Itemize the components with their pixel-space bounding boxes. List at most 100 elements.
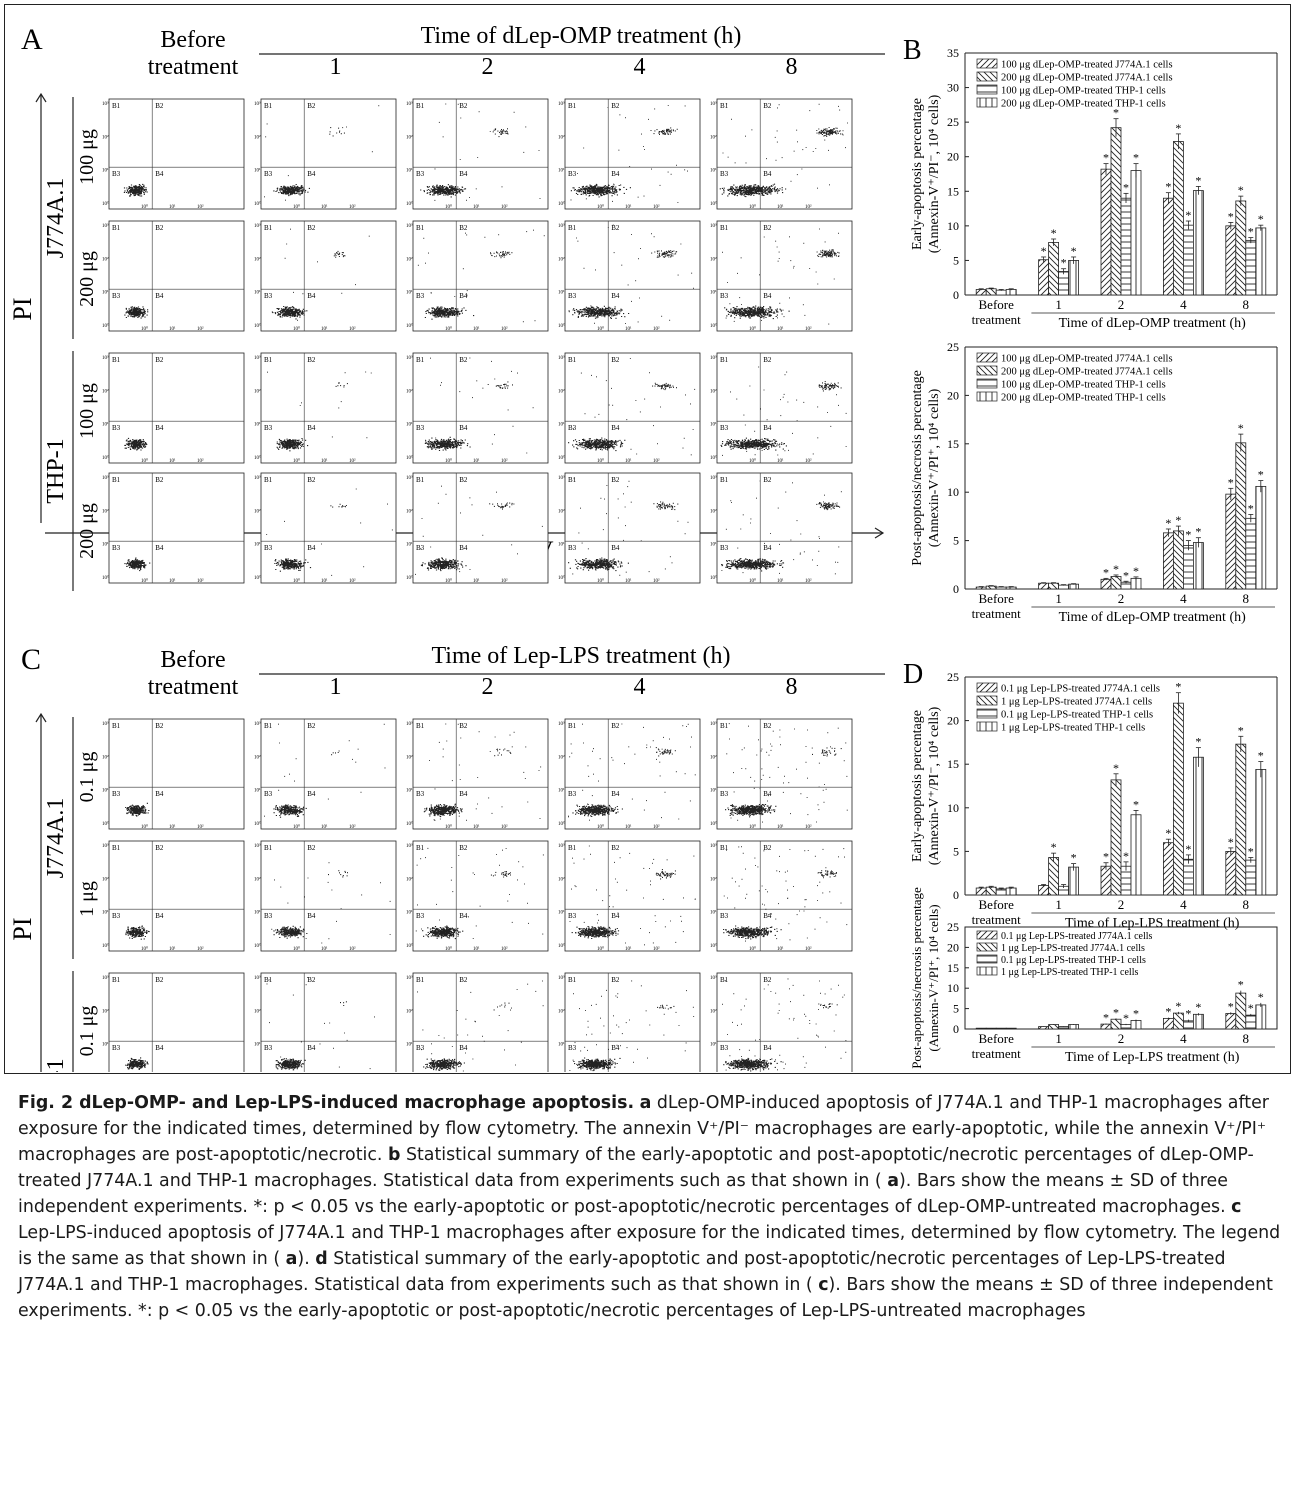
significance-star: * — [1133, 151, 1139, 165]
tick-label: 10⁰ — [597, 946, 604, 952]
quadrant-label: B2 — [307, 356, 316, 364]
tick-label: 10¹ — [169, 204, 176, 210]
tick-label: 10⁰ — [254, 943, 261, 949]
bar — [1005, 887, 1017, 896]
y-axis-label: Early-apoptosis percentage — [910, 98, 925, 250]
bar — [1100, 578, 1112, 590]
bar — [1193, 542, 1204, 590]
tick-label: 10⁰ — [710, 821, 717, 827]
tick-label: 10¹ — [406, 422, 413, 428]
tick-label: 10² — [653, 946, 660, 952]
quadrant-label: B3 — [112, 790, 121, 798]
tick-label: 10² — [406, 876, 413, 882]
bar — [1130, 577, 1142, 590]
scatter-frame — [108, 840, 245, 952]
tick-label: 10⁰ — [710, 323, 717, 329]
tick-label: 10¹ — [102, 1042, 109, 1048]
tick-label: 10⁰ — [749, 458, 756, 464]
quadrant-label: B1 — [112, 476, 121, 484]
bar — [1255, 227, 1267, 296]
tick-label: 10² — [501, 578, 508, 584]
category-label: 1 — [1055, 297, 1062, 312]
quadrant-label: B3 — [416, 170, 425, 178]
category-label: Before — [979, 1031, 1015, 1046]
dose-label: 1 μg — [76, 881, 98, 917]
significance-star: * — [1123, 1011, 1129, 1025]
tick-label: 10² — [558, 508, 565, 514]
flow-scatter-plot: B1 B2 B3 B4 10⁰ 10¹ 10² 10³ 10² 10¹ 10⁰ — [254, 98, 397, 210]
tick-label: 10² — [501, 824, 508, 830]
quadrant-label: B3 — [112, 424, 121, 432]
bar — [1048, 857, 1059, 896]
tick-label: 10³ — [558, 223, 565, 229]
significance-star: * — [1113, 761, 1119, 775]
quadrant-label: B3 — [416, 790, 425, 798]
scatter-frame — [260, 220, 397, 332]
flow-scatter-plot: B1 B2 B3 B4 10⁰ 10¹ 10² 10³ 10² 10¹ 10⁰ — [102, 352, 245, 464]
pi-axis-arrow — [35, 92, 47, 103]
y-tick-label: 25 — [947, 115, 959, 129]
tick-label: 10³ — [710, 975, 717, 981]
tick-label: 10² — [805, 946, 812, 952]
bar — [1255, 1004, 1267, 1030]
y-tick-label: 25 — [947, 340, 959, 354]
bar — [1120, 1024, 1132, 1030]
quadrant-label: B1 — [568, 102, 577, 110]
quadrant-label: B4 — [459, 424, 468, 432]
y-axis-label: Post-apoptosis/necrosis percentage — [910, 370, 925, 566]
before-label: Before — [160, 27, 225, 53]
legend-entry: 0.1 μg Lep-LPS-treated J774A.1 cells — [1001, 684, 1160, 695]
bar — [1173, 530, 1184, 590]
flow-scatter-plot: B1 B2 B3 B4 10⁰ 10¹ 10² 10³ 10² 10¹ 10⁰ — [406, 718, 549, 830]
panel-letter: B — [903, 35, 922, 66]
legend-swatch — [976, 97, 998, 108]
category-label: 8 — [1243, 297, 1250, 312]
flow-scatter-plot: B1 B2 B3 B4 10⁰ 10¹ 10² 10³ 10² 10¹ 10⁰ — [254, 220, 397, 332]
bar-chart: B 0 5 10 15 20 25 30 35 Early-apoptosis percentag… — [903, 35, 1278, 331]
quadrant-label: B4 — [155, 1044, 164, 1052]
tick-label: 10² — [254, 1008, 261, 1014]
tick-label: 10⁰ — [293, 204, 300, 210]
tick-label: 10³ — [102, 721, 109, 727]
tick-label: 10² — [805, 578, 812, 584]
quadrant-label: B1 — [568, 476, 577, 484]
scatter-dots — [125, 1057, 149, 1071]
bar-chart: D 0 5 10 15 20 25 Early-apoptosis percentage (An… — [903, 659, 1278, 931]
quadrant-label: B1 — [264, 476, 273, 484]
significance-star: * — [1123, 849, 1129, 863]
before-label: Before — [160, 647, 225, 673]
tick-label: 10³ — [102, 355, 109, 361]
bar — [1130, 1020, 1142, 1030]
dose-label: 100 μg — [76, 129, 98, 185]
tick-label: 10¹ — [710, 910, 717, 916]
legend-swatch — [976, 378, 998, 389]
tick-label: 10² — [254, 508, 261, 514]
flow-scatter-plot: B1 B2 B3 B4 10⁰ 10¹ 10² 10³ 10² 10¹ 10⁰ — [102, 220, 245, 332]
legend-entry: 200 μg dLep-OMP-treated THP-1 cells — [1001, 99, 1166, 110]
quadrant-label: B1 — [112, 976, 121, 984]
quadrant-label: B3 — [112, 292, 121, 300]
significance-star: * — [1228, 475, 1234, 489]
tick-label: 10³ — [406, 721, 413, 727]
quadrant-label: B1 — [416, 976, 425, 984]
tick-label: 10⁰ — [406, 323, 413, 329]
y-tick-label: 5 — [953, 534, 959, 548]
tick-label: 10¹ — [254, 168, 261, 174]
time-column-label: 1 — [330, 674, 342, 700]
quadrant-label: B2 — [155, 224, 164, 232]
scatter-dots — [264, 105, 380, 201]
annexin-axis-arrow — [874, 527, 885, 539]
tick-label: 10⁰ — [406, 455, 413, 461]
scatter-dots — [266, 976, 375, 1071]
cell-line-label: J774A.1 — [43, 178, 69, 259]
tick-label: 10² — [406, 508, 413, 514]
scatter-dots — [417, 980, 544, 1078]
bar — [1038, 582, 1049, 590]
y-tick-label: 15 — [947, 961, 959, 975]
quadrant-label: B2 — [459, 722, 468, 730]
quadrant-label: B1 — [264, 722, 273, 730]
scatter-dots — [569, 980, 695, 1077]
y-tick-label: 30 — [947, 81, 959, 95]
tick-label: 10³ — [254, 975, 261, 981]
quadrant-label: B2 — [307, 976, 316, 984]
